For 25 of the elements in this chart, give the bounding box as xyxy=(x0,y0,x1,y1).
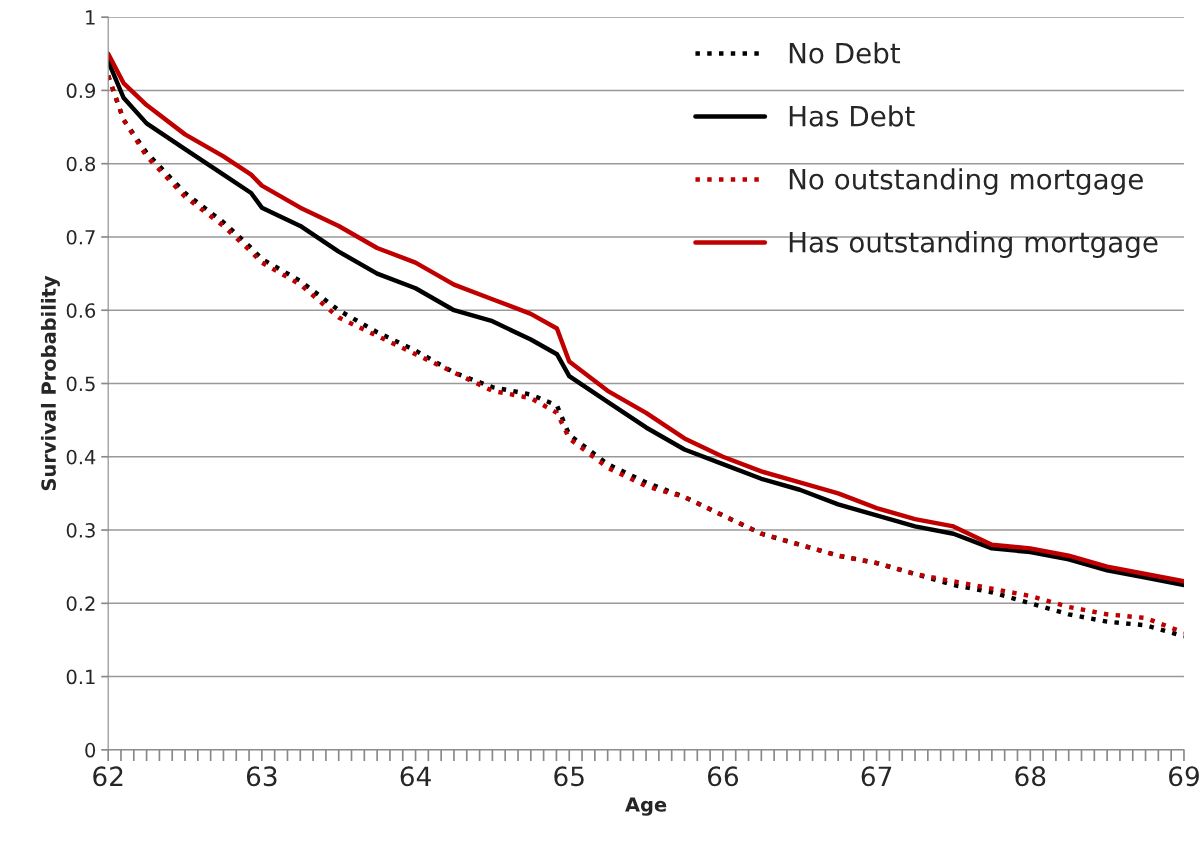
x-tick-label: 62 xyxy=(93,766,123,787)
x-tick-label: 64 xyxy=(400,766,431,787)
x-tick-label: 63 xyxy=(246,766,277,787)
y-tick-label: 0.7 xyxy=(66,229,95,245)
x-tick-label: 65 xyxy=(554,766,584,787)
y-tick-label: 0.8 xyxy=(66,156,96,172)
y-axis-title: Survival Probability xyxy=(40,275,60,491)
x-tick-label: 69 xyxy=(1169,766,1199,787)
y-tick-label: 0.4 xyxy=(66,449,96,465)
y-tick-label: 0.3 xyxy=(66,523,95,538)
y-tick-label: 0.9 xyxy=(66,83,96,99)
y-tick-label: 0.2 xyxy=(66,596,95,611)
legend-label: No outstanding mortgage xyxy=(789,168,1143,196)
x-axis-title: Age xyxy=(625,797,667,816)
x-tick-label: 67 xyxy=(861,766,892,787)
y-tick-label: 0.6 xyxy=(66,303,96,318)
legend-label: No Debt xyxy=(789,42,901,64)
legend-label: Has outstanding mortgage xyxy=(789,231,1158,259)
x-tick-label: 68 xyxy=(1015,766,1046,787)
x-tick-label: 66 xyxy=(707,766,739,787)
y-tick-label: 0.5 xyxy=(66,376,95,392)
legend-label: Has Debt xyxy=(789,105,915,127)
y-tick-label: 1 xyxy=(86,10,95,25)
y-tick-label: 0 xyxy=(85,742,96,758)
y-tick-label: 0.1 xyxy=(66,669,95,685)
